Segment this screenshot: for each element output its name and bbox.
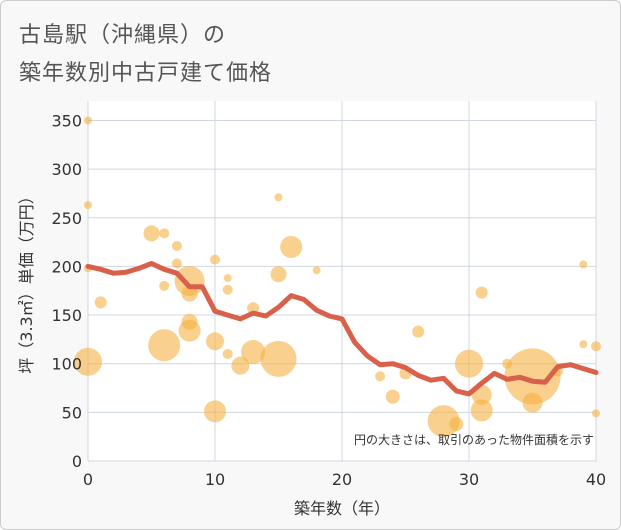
x-tick-label: 40	[586, 470, 606, 489]
data-bubble	[84, 201, 92, 210]
data-bubble	[375, 371, 386, 382]
data-bubble	[159, 280, 170, 291]
data-bubble	[592, 409, 600, 418]
chart-title-line1: 古島駅（沖縄県）の	[19, 23, 227, 48]
data-bubble	[148, 329, 181, 362]
data-bubble	[222, 348, 233, 359]
data-bubble	[412, 325, 425, 338]
x-tick-label: 0	[83, 470, 93, 489]
y-tick-label: 50	[62, 403, 82, 422]
chart-title-line2: 築年数別中古戸建て価格	[19, 61, 273, 86]
data-bubble	[475, 286, 488, 299]
data-bubble	[94, 296, 107, 309]
data-bubble	[260, 340, 297, 377]
y-tick-label: 100	[51, 355, 82, 374]
y-tick-label: 350	[51, 111, 82, 130]
y-tick-label: 150	[51, 306, 82, 325]
data-bubble	[210, 254, 220, 265]
trend-line	[85, 261, 599, 397]
data-bubble	[178, 319, 201, 342]
data-bubble	[171, 258, 182, 269]
data-bubble	[231, 356, 250, 375]
data-bubble	[591, 341, 601, 352]
data-bubble	[159, 228, 170, 239]
y-tick-label: 250	[51, 209, 82, 228]
data-bubble	[171, 240, 182, 251]
data-bubble	[579, 260, 588, 269]
data-bubble	[270, 266, 287, 283]
data-bubble	[449, 417, 464, 432]
data-bubble	[84, 116, 92, 125]
data-bubble	[504, 348, 561, 405]
data-bubble	[470, 399, 493, 422]
data-bubble	[143, 225, 160, 242]
data-bubble	[206, 332, 224, 351]
data-bubble	[280, 235, 303, 258]
x-tick-label: 10	[205, 470, 225, 489]
data-bubble	[274, 193, 283, 202]
y-tick-label: 0	[72, 452, 82, 471]
data-bubble	[522, 392, 543, 413]
data-bubble	[312, 266, 321, 275]
data-bubble	[455, 349, 483, 378]
data-bubble	[385, 389, 400, 404]
data-bubble	[181, 285, 198, 302]
data-bubble	[223, 274, 232, 283]
x-tick-label: 30	[459, 470, 479, 489]
data-bubble	[579, 340, 588, 349]
data-bubble	[74, 347, 102, 376]
y-tick-label: 200	[51, 257, 82, 276]
data-bubble	[204, 400, 226, 423]
y-axis-title: 坪（3.3㎡）単価（万円）	[17, 188, 36, 373]
x-axis-title: 築年数（年）	[294, 499, 390, 518]
y-tick-label: 300	[51, 160, 82, 179]
data-bubble	[241, 340, 266, 365]
x-tick-label: 20	[332, 470, 352, 489]
bubble-size-note: 円の大きさは、取引のあった物件面積を示す	[354, 432, 594, 447]
data-bubble	[222, 284, 233, 295]
